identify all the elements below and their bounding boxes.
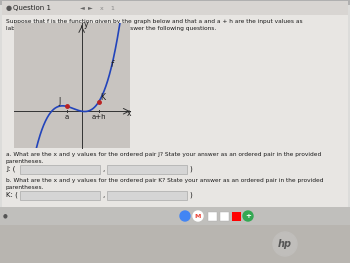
Circle shape [193, 211, 203, 221]
Bar [107, 191, 187, 200]
Bar [232, 212, 241, 221]
Text: y: y [84, 21, 88, 29]
Text: ◄: ◄ [80, 6, 85, 11]
Text: hp: hp [278, 239, 292, 249]
Bar [220, 212, 229, 221]
Text: ►: ► [88, 6, 93, 11]
Bar [0, 5, 350, 225]
Circle shape [273, 232, 297, 256]
Circle shape [243, 211, 253, 221]
Text: +: + [245, 213, 251, 219]
Bar [0, 207, 350, 225]
Bar [107, 165, 187, 174]
Text: ●: ● [3, 214, 8, 219]
Text: b. What are the x and y values for the ordered pair K? State your answer as an o: b. What are the x and y values for the o… [6, 178, 323, 190]
Text: Question 1: Question 1 [13, 5, 51, 11]
Text: 1: 1 [110, 6, 114, 11]
Bar [0, 225, 350, 263]
Circle shape [180, 211, 190, 221]
Text: K: (: K: ( [6, 192, 18, 199]
Text: f: f [111, 60, 113, 69]
Bar [20, 191, 100, 200]
Text: J: (: J: ( [6, 166, 15, 173]
Bar [20, 165, 100, 174]
Text: J: J [59, 97, 61, 105]
Text: Suppose that f is the function given by the graph below and that a and a + h are: Suppose that f is the function given by … [6, 19, 303, 31]
Text: ,: , [102, 192, 104, 198]
Text: ,: , [102, 166, 104, 172]
Bar [2, 1, 348, 15]
Text: K: K [100, 93, 105, 102]
Text: a: a [65, 114, 69, 120]
Text: a+h: a+h [91, 114, 106, 120]
Text: ●: ● [6, 5, 12, 11]
Text: x: x [126, 109, 131, 118]
Text: ): ) [189, 192, 192, 199]
Text: x: x [100, 6, 104, 11]
Text: a. What are the x and y values for the ordered pair J? State your answer as an o: a. What are the x and y values for the o… [6, 152, 321, 164]
Bar [2, 7, 348, 207]
Text: ): ) [189, 166, 192, 173]
Bar [208, 212, 217, 221]
Text: M: M [195, 214, 201, 219]
